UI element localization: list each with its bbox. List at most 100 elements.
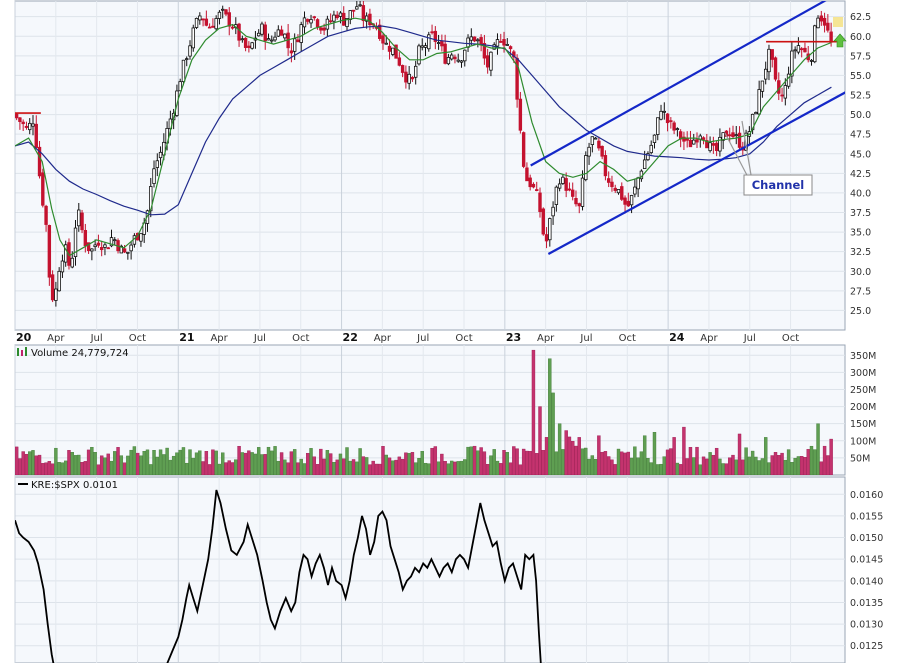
volume-bar	[767, 462, 771, 475]
candle-body	[319, 27, 323, 31]
volume-bar	[90, 447, 94, 475]
volume-bar	[394, 459, 398, 475]
volume-bar	[531, 349, 536, 475]
volume-bar	[145, 449, 150, 475]
volume-bar	[162, 454, 166, 475]
volume-bar	[701, 456, 706, 475]
volume-bar	[584, 447, 588, 475]
candle-body	[597, 140, 601, 149]
candle-body	[83, 229, 88, 246]
candle-body	[757, 89, 761, 115]
x-tick-label: Apr	[374, 333, 392, 344]
volume-bar	[378, 463, 382, 475]
volume-bar	[819, 461, 824, 475]
volume-bar	[482, 451, 487, 475]
volume-y-tick: 300M	[850, 368, 876, 379]
ratio-y-tick: 0.0140	[850, 576, 883, 587]
volume-bar	[266, 446, 271, 475]
volume-bar	[361, 456, 366, 475]
volume-bar	[142, 451, 146, 475]
volume-bar	[472, 445, 477, 475]
ratio-panel-bg	[14, 476, 846, 663]
candle-body	[636, 177, 640, 190]
volume-bar	[171, 455, 176, 475]
candle-body	[790, 50, 794, 77]
volume-bar	[757, 460, 761, 475]
candle-body	[508, 46, 513, 50]
volume-bar	[335, 459, 339, 475]
candle-body	[47, 225, 52, 278]
candle-body	[41, 172, 45, 206]
volume-bar	[18, 458, 22, 475]
candle-body	[50, 274, 55, 301]
volume-bar	[567, 436, 572, 475]
volume-bar	[306, 453, 310, 475]
candle-body	[773, 57, 778, 80]
volume-bar	[620, 451, 624, 475]
volume-bar	[571, 440, 575, 475]
candle-body	[122, 248, 127, 253]
volume-bar	[351, 459, 356, 475]
candle-body	[99, 247, 104, 251]
volume-bar	[420, 451, 424, 475]
volume-bar	[70, 452, 74, 475]
volume-bar	[103, 457, 107, 475]
volume-bar	[485, 464, 490, 475]
candle-body	[564, 178, 568, 191]
volume-bar	[633, 446, 637, 475]
candle-body	[793, 49, 797, 52]
volume-bar	[397, 456, 402, 475]
ratio-line	[15, 489, 542, 663]
volume-bar	[803, 457, 807, 475]
volume-bar	[37, 454, 42, 475]
candle-body	[391, 47, 395, 55]
volume-bar	[263, 454, 267, 475]
candle-body	[620, 186, 624, 200]
candle-body	[217, 11, 222, 19]
volume-bar	[626, 451, 631, 475]
price-y-tick: 40.0	[850, 188, 871, 199]
volume-bar	[348, 460, 352, 475]
x-tick-label: Oct	[782, 333, 799, 344]
price-y-tick: 52.5	[850, 91, 871, 102]
candle-body	[799, 48, 804, 51]
volume-bar	[505, 452, 509, 475]
candle-body	[342, 12, 346, 26]
candle-body	[783, 85, 788, 99]
volume-bar	[292, 449, 297, 475]
candle-body	[685, 138, 689, 141]
ratio-y-tick: 0.0130	[850, 620, 883, 631]
volume-bar	[721, 463, 725, 475]
candle-body	[518, 98, 523, 131]
volume-bar	[319, 448, 323, 475]
volume-bar	[669, 448, 673, 475]
volume-bar	[407, 453, 411, 475]
candle-body	[610, 181, 614, 188]
volume-bar	[214, 450, 218, 475]
volume-bar	[466, 446, 470, 475]
candle-body	[495, 39, 500, 47]
volume-bar	[93, 452, 97, 475]
candle-body	[505, 44, 509, 46]
volume-bar	[705, 458, 709, 475]
volume-bar	[168, 459, 173, 475]
candle-body	[587, 146, 591, 157]
price-y-tick: 45.0	[850, 149, 871, 160]
volume-bar	[685, 458, 689, 475]
volume-bar	[211, 449, 215, 475]
candle-body	[571, 189, 575, 197]
volume-bar	[44, 462, 48, 475]
candle-body	[158, 151, 163, 159]
candle-body	[665, 113, 670, 124]
price-y-tick: 60.0	[850, 32, 871, 43]
volume-bar	[80, 462, 84, 475]
volume-y-tick: 100M	[850, 436, 876, 447]
x-tick-label: Jul	[579, 333, 592, 344]
volume-bar	[809, 445, 814, 475]
volume-bar	[606, 456, 611, 475]
volume-bar	[155, 456, 159, 475]
price-y-tick: 35.0	[850, 228, 871, 239]
volume-bar	[499, 463, 503, 475]
candle-body	[315, 19, 320, 28]
